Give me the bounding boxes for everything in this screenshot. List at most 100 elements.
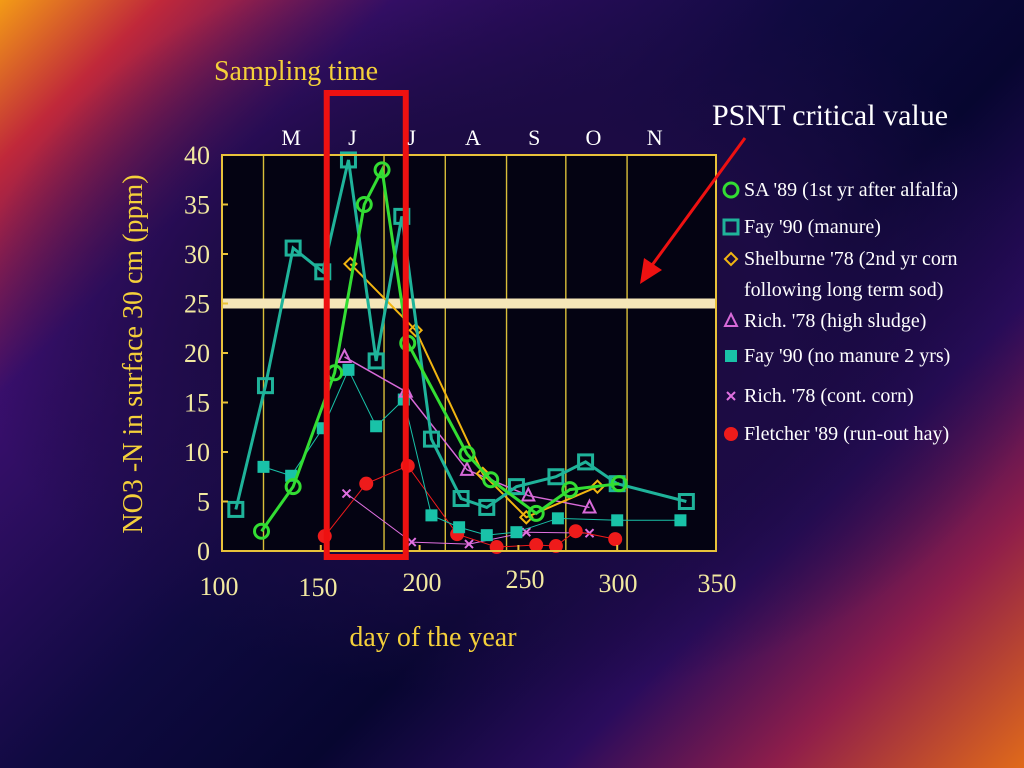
data-point [342,363,355,376]
sampling-time-box [323,90,409,560]
data-point [425,509,438,522]
data-point [256,377,274,395]
legend-item: Shelburne '78 (2nd yr corn following long… [723,248,958,301]
data-point [723,311,739,327]
y-tick-label: 35 [184,191,210,220]
data-point [314,263,332,281]
legend-label: Rich. '78 (cont. corn) [744,385,914,407]
psnt-arrow [648,137,747,269]
data-point [577,453,595,471]
data-point [507,478,525,496]
data-point [529,538,544,553]
series-line [349,263,598,519]
data-point [722,181,740,199]
data-point [339,151,357,169]
series-5 [341,488,595,549]
plot-background [222,155,716,551]
psnt-arrowhead [640,258,662,284]
legend-item: Fay '90 (manure) [722,216,881,238]
data-point [453,521,466,534]
legend-label: following long term sod) [744,279,943,301]
data-point [584,528,595,538]
y-tick-label: 0 [197,537,210,566]
data-point [548,539,563,554]
data-point [227,500,245,518]
month-label: O [586,125,602,150]
psnt-line [222,298,716,309]
data-point [551,512,564,525]
data-point [422,430,440,448]
legend-item: Rich. '78 (cont. corn) [726,385,914,407]
x-axis-title: day of the year [349,622,517,653]
data-point [610,475,628,493]
legend-label: Fay '90 (manure) [744,216,881,238]
data-point [724,427,738,441]
data-point [478,498,496,516]
x-tick-label: 100 [200,572,239,601]
data-point [458,445,476,463]
data-point [464,539,474,549]
data-point [527,504,545,522]
data-point [608,532,623,547]
legend-label: Fletcher '89 (run-out hay) [744,423,949,445]
data-point [359,476,374,491]
data-point [547,468,565,486]
legend-label: Shelburne '78 (2nd yr corn [744,248,958,270]
x-tick-label: 200 [403,568,442,597]
data-point [726,391,736,401]
x-tick-label: 250 [506,565,545,594]
data-point [581,498,598,514]
legend-item: Fletcher '89 (run-out hay) [724,423,949,445]
data-point [355,196,373,213]
data-point [568,524,583,539]
data-point [459,460,475,476]
y-tick-label: 10 [184,438,210,467]
series-3 [336,347,598,514]
data-point [674,514,687,527]
month-label: A [465,125,481,150]
month-label: M [281,125,301,150]
legend-item: SA '89 (1st yr after alfalfa) [722,179,958,201]
psnt-critical-label: PSNT critical value [712,99,948,132]
x-tick-label: 300 [599,569,638,598]
data-point [373,161,391,179]
legend-item: Rich. '78 (high sludge) [723,310,926,332]
month-label: S [528,125,540,150]
legend-label: SA '89 (1st yr after alfalfa) [744,179,958,201]
data-point [408,322,424,338]
data-point [480,529,493,542]
data-point [510,526,523,539]
data-point [725,350,737,362]
data-point [611,514,624,527]
data-point [370,420,383,433]
data-point [253,522,271,540]
y-tick-label: 40 [184,141,210,170]
month-label: J [407,125,416,150]
y-tick-label: 25 [184,290,210,319]
series-line [234,159,687,510]
y-tick-label: 20 [184,339,210,368]
data-point [723,251,739,267]
legend-item: Fay '90 (no manure 2 yrs) [725,345,950,367]
legend-label: Rich. '78 (high sludge) [744,310,926,332]
data-point [406,537,417,547]
data-point [393,207,411,225]
data-point [561,481,579,499]
data-point [482,471,500,489]
data-point [367,352,385,370]
x-tick-label: 150 [299,573,338,602]
data-point [257,460,270,473]
y-tick-label: 15 [184,389,210,418]
data-point [284,239,302,257]
data-point [284,478,302,496]
data-point [722,218,740,236]
series-1 [227,151,695,518]
legend-label: Fay '90 (no manure 2 yrs) [744,345,950,367]
data-point [452,490,470,508]
month-label: N [647,125,663,150]
y-axis-title: NO3 -N in surface 30 cm (ppm) [118,174,149,533]
data-point [336,347,353,363]
data-point [341,488,352,499]
series-line [344,356,590,509]
